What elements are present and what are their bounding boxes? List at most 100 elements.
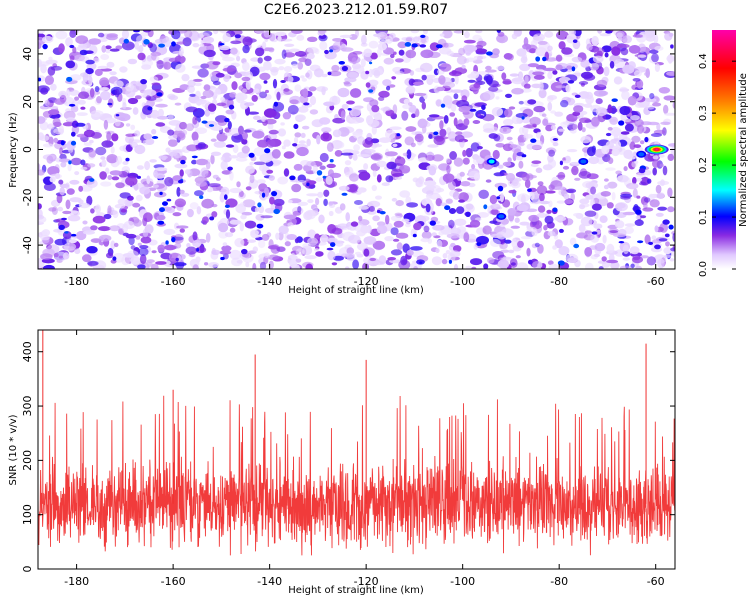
spectrogram-cell <box>304 255 317 260</box>
spectrogram-cell <box>585 262 594 269</box>
spectrogram-cell <box>511 238 518 248</box>
spectrogram-cell <box>344 160 352 166</box>
spectrogram-cell <box>670 247 675 252</box>
spectrogram-cell <box>409 246 423 251</box>
spectrogram-cell <box>167 129 175 136</box>
spectrogram-cell <box>476 146 483 150</box>
spectrogram-cell <box>548 200 553 208</box>
spectrogram-cell <box>179 84 190 91</box>
spectrogram-cell <box>492 251 505 259</box>
spectrogram-cell <box>95 204 101 214</box>
spectrogram-cell <box>502 78 512 85</box>
spectrogram-cell <box>146 175 151 185</box>
spectrogram-cell <box>581 127 586 133</box>
spectrogram-cell <box>66 188 75 195</box>
spectrogram-cell <box>409 70 415 76</box>
spectrogram-cell <box>483 263 489 269</box>
spectrogram-cell <box>404 42 412 47</box>
spectrogram-cell <box>241 248 248 255</box>
spectrogram-cell <box>508 106 516 110</box>
spectrogram-cell <box>344 266 350 269</box>
spectrogram-cell <box>401 218 410 222</box>
spectrogram-cell <box>70 157 82 166</box>
spectrogram-cell <box>294 132 302 138</box>
spectrogram-cell <box>262 41 267 49</box>
spectrogram-cell <box>607 157 614 165</box>
spectrogram-cell <box>597 30 602 34</box>
spectrogram-cell <box>165 240 169 245</box>
snr-x-tick-label: -60 <box>647 575 665 588</box>
spectrogram-cell <box>134 95 142 100</box>
spectrogram-cell <box>376 209 381 214</box>
spectrogram-cell <box>307 237 319 246</box>
spectrogram-x-tick-label: -120 <box>354 275 379 288</box>
spectrogram-cell <box>442 253 448 259</box>
spectrogram-cell <box>297 106 309 113</box>
spectrogram-cell <box>210 151 222 156</box>
spectrogram-cell <box>537 40 548 45</box>
spectrogram-cell <box>76 112 88 116</box>
spectrogram-cell <box>212 30 219 35</box>
spectrogram-cell <box>534 242 540 248</box>
spectrogram-cell <box>327 237 338 243</box>
spectrogram-cell <box>236 55 241 62</box>
spectrogram-cell <box>291 30 303 34</box>
spectrogram-cell <box>319 152 329 163</box>
spectrogram-cell <box>460 131 474 138</box>
spectrogram-cell <box>149 76 159 82</box>
spectrogram-cell <box>199 195 204 200</box>
spectrogram-cell <box>276 246 286 252</box>
spectrogram-cell <box>166 198 172 202</box>
spectrogram-cell <box>114 88 120 98</box>
spectrogram-cell <box>40 63 47 74</box>
spectrogram-cell <box>348 234 361 244</box>
spectrogram-cell <box>112 210 119 219</box>
spectrogram-cell <box>439 128 447 138</box>
spectrogram-cell <box>117 198 127 206</box>
spectrogram-cell <box>109 170 122 176</box>
spectrogram-cell <box>263 108 277 118</box>
spectrogram-cell <box>69 30 77 38</box>
spectrogram-cell <box>653 34 659 44</box>
snr-y-tick-label: 400 <box>21 341 34 362</box>
spectrogram-cell <box>535 47 548 57</box>
spectrogram-cell <box>419 96 425 103</box>
spectrogram-cell <box>151 128 157 135</box>
spectrogram-cell <box>605 167 616 171</box>
spectrogram-cell <box>268 47 275 53</box>
spectrogram-cell <box>408 78 416 86</box>
spectrogram-cell <box>613 233 627 238</box>
spectrogram-cell <box>284 66 293 73</box>
spectrogram-cell <box>307 36 318 42</box>
spectrogram-feature <box>580 159 587 164</box>
spectrogram-cell <box>524 179 531 189</box>
spectrogram-cell <box>623 149 633 159</box>
spectrogram-cell <box>321 127 332 133</box>
spectrogram-cell <box>53 137 59 143</box>
spectrogram-cell <box>465 147 473 158</box>
spectrogram-cell <box>65 182 70 190</box>
spectrogram-cell <box>71 233 77 237</box>
spectrogram-cell <box>487 257 495 264</box>
spectrogram-cell <box>305 72 310 78</box>
spectrogram-cell <box>433 131 439 136</box>
spectrogram-cell <box>247 239 257 243</box>
spectrogram-cell <box>271 191 278 197</box>
spectrogram-cell <box>294 84 302 92</box>
spectrogram-cell <box>598 266 604 269</box>
spectrogram-cell <box>338 185 350 191</box>
spectrogram-cell <box>98 226 111 232</box>
spectrogram-cell <box>363 163 369 170</box>
spectrogram-cell <box>90 110 104 118</box>
spectrogram-cell <box>385 35 393 44</box>
spectrogram-cell <box>298 57 307 63</box>
spectrogram-cell <box>52 117 61 127</box>
spectrogram-cell <box>302 125 310 130</box>
spectrogram-cell <box>515 155 524 161</box>
spectrogram-cell <box>211 203 218 208</box>
spectrogram-cell <box>223 73 230 83</box>
colorbar-tick-label: 0.4 <box>698 53 709 69</box>
spectrogram-cell <box>158 43 166 48</box>
spectrogram-cell <box>637 54 647 58</box>
spectrogram-cell <box>358 215 363 222</box>
